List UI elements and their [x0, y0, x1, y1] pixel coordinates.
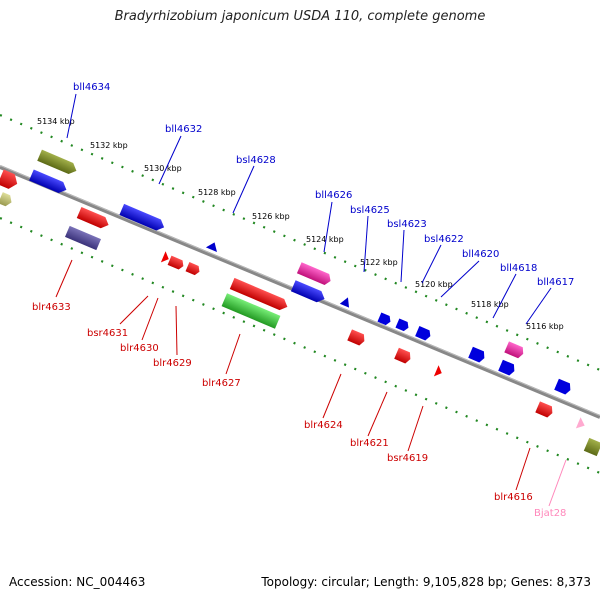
gene-feature [29, 169, 67, 193]
callout-lines-top [66, 93, 552, 325]
scale-labels: 5134 kbp 5132 kbp 5130 kbp 5128 kbp 5126… [37, 117, 564, 331]
gene-label: blr4629 [153, 358, 192, 369]
gene-label: bsl4622 [424, 234, 464, 245]
gene-label: blr4633 [32, 302, 71, 313]
gene-feature [65, 225, 101, 251]
scale-label: 5116 kbp [526, 322, 564, 331]
gene-feature [433, 365, 442, 377]
gene-feature [76, 207, 109, 229]
gene-feature [377, 312, 391, 326]
gene-feature [395, 318, 409, 332]
gene-label: blr4627 [202, 378, 241, 389]
gene-feature [498, 359, 515, 376]
gene-label: blr4616 [494, 492, 533, 503]
gene-label: blr4624 [304, 420, 343, 431]
gene-feature [229, 277, 288, 311]
gene-label: bll4617 [537, 277, 574, 288]
gene-feature [575, 417, 585, 429]
gene-label: bll4618 [500, 263, 537, 274]
scale-label: 5126 kbp [252, 212, 290, 221]
accession-text: Accession: NC_004463 [9, 575, 146, 589]
scale-label: 5128 kbp [198, 188, 236, 197]
gene-feature [290, 280, 325, 303]
scale-label: 5124 kbp [306, 235, 344, 244]
gene-feature [535, 401, 553, 418]
scale-label: 5134 kbp [37, 117, 75, 126]
gene-feature [205, 242, 217, 253]
gene-features-bottom [0, 169, 600, 457]
gene-feature [221, 293, 281, 329]
callout-lines-bottom [55, 259, 531, 491]
gene-label: bll4634 [73, 82, 110, 93]
scale-label: 5130 kbp [144, 164, 182, 173]
gene-label: bsl4628 [236, 155, 276, 166]
gene-label: bll4620 [462, 249, 499, 260]
gene-label: bsr4619 [387, 453, 428, 464]
gene-labels-bottom: blr4633 bsr4631 blr4630 blr4629 blr4627 … [32, 302, 566, 519]
scale-label: 5122 kbp [360, 258, 398, 267]
map-title: Bradyrhizobium japonicum USDA 110, compl… [114, 9, 486, 24]
gene-label: blr4621 [350, 438, 389, 449]
gene-feature [468, 346, 485, 363]
gene-label-rna: Bjat28 [534, 508, 566, 519]
callout-line-rna [548, 459, 567, 507]
gene-feature [554, 378, 571, 395]
gene-label: bll4632 [165, 124, 202, 135]
gene-label: bsl4625 [350, 205, 390, 216]
gene-feature [394, 347, 411, 364]
scale-label: 5132 kbp [90, 141, 128, 150]
gene-label: bll4626 [315, 190, 352, 201]
gene-label: blr4630 [120, 343, 159, 354]
gene-feature [415, 326, 431, 341]
scale-label: 5120 kbp [415, 280, 453, 289]
gene-feature [339, 297, 350, 308]
gene-feature [185, 262, 200, 276]
gene-features-top [29, 149, 571, 395]
gene-feature [119, 203, 165, 231]
gene-label: bsl4623 [387, 219, 427, 230]
gene-feature [160, 251, 169, 263]
gene-feature [296, 262, 331, 285]
genome-summary-text: Topology: circular; Length: 9,105,828 bp… [261, 575, 591, 589]
gene-feature [167, 255, 184, 270]
gene-labels-top: bll4634 bll4632 bsl4628 bll4626 bsl4625 … [73, 82, 574, 288]
gene-feature [0, 192, 12, 207]
gene-label: bsr4631 [87, 328, 128, 339]
gene-feature [37, 149, 77, 174]
gene-feature [583, 437, 600, 457]
gene-feature [504, 341, 524, 359]
gene-feature [0, 169, 18, 189]
scale-label: 5118 kbp [471, 300, 509, 309]
gene-feature [347, 329, 365, 346]
